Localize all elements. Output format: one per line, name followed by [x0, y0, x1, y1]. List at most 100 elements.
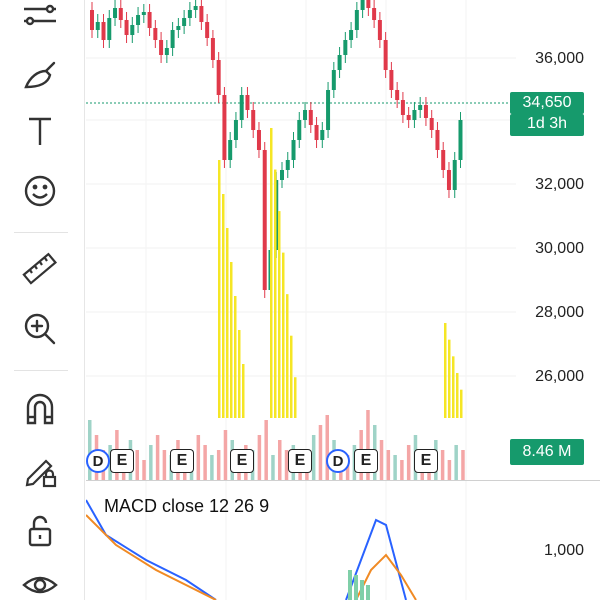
brush-icon[interactable]: [14, 52, 66, 98]
candle-body: [395, 90, 400, 100]
toolbar-separator: [14, 232, 68, 233]
candle-body: [159, 40, 164, 55]
volume-bar: [311, 435, 316, 480]
candle-body: [210, 38, 215, 60]
ruler-icon[interactable]: [14, 246, 66, 292]
trendline-tool-icon[interactable]: [14, 0, 66, 42]
volume-bar: [325, 415, 329, 480]
volume-bar: [454, 445, 458, 480]
candle-body: [297, 120, 302, 140]
candle-body: [193, 6, 198, 10]
candle-body: [187, 10, 192, 18]
candle-body: [199, 6, 204, 22]
toolbar-separator: [14, 370, 68, 371]
volume-tag: 8.46 M: [510, 439, 584, 465]
candle-body: [216, 60, 221, 95]
candle-body: [360, 0, 365, 10]
candle-body: [95, 22, 100, 30]
candle-body: [429, 118, 434, 130]
earnings-marker[interactable]: E: [110, 449, 134, 473]
earnings-marker[interactable]: E: [230, 449, 254, 473]
volume-spike-bar: [222, 194, 225, 418]
macd-indicator-title[interactable]: MACD close 12 26 9: [104, 496, 270, 516]
volume-spike-bar: [274, 169, 277, 418]
volume-bar: [284, 450, 289, 480]
candle-body: [233, 120, 238, 140]
volume-spike-bar: [294, 377, 297, 418]
candle-body: [153, 28, 158, 40]
macd-histogram-bar: [348, 570, 352, 600]
candle-body: [308, 110, 313, 125]
emoji-icon[interactable]: [14, 168, 66, 214]
volume-bar: [318, 425, 323, 480]
signal-line: [86, 514, 417, 600]
text-tool-icon[interactable]: [14, 108, 66, 154]
volume-bar: [196, 435, 201, 480]
candle-body: [176, 26, 181, 30]
candle-body: [389, 70, 394, 90]
volume-bar: [216, 450, 221, 480]
volume-spike-bar: [456, 373, 459, 418]
candle-body: [354, 10, 359, 30]
candle-body: [101, 22, 106, 40]
candle-body: [377, 20, 382, 40]
bar-countdown-tag: 1d 3h: [510, 114, 584, 136]
candle-body: [423, 105, 428, 118]
volume-bar: [393, 455, 397, 480]
volume-bar: [162, 450, 167, 480]
earnings-marker[interactable]: E: [414, 449, 438, 473]
earnings-marker[interactable]: E: [354, 449, 378, 473]
macd-histogram-bar: [354, 575, 358, 600]
candle-body: [383, 40, 388, 70]
candle-body: [141, 12, 146, 15]
magnet-icon[interactable]: [14, 386, 66, 432]
price-axis-label: 26,000: [535, 368, 584, 385]
macd-line: [86, 499, 407, 600]
volume-bar: [135, 450, 139, 480]
volume-spike-bar: [230, 262, 233, 418]
volume-bar: [366, 410, 370, 480]
volume-spike-bar: [444, 323, 447, 418]
macd-axis-label: 1,000: [543, 542, 584, 559]
volume-spike-bar: [270, 128, 273, 418]
volume-spike-bar: [452, 356, 455, 418]
earnings-marker[interactable]: E: [170, 449, 194, 473]
price-axis-label: 30,000: [535, 240, 584, 257]
candle-body: [458, 120, 463, 160]
volume-bar: [406, 445, 411, 480]
candle-body: [113, 8, 118, 18]
volume-bar: [210, 455, 214, 480]
volume-bar: [203, 445, 207, 480]
volume-bar: [149, 445, 153, 480]
price-axis-label: 36,000: [535, 50, 584, 67]
candle-body: [418, 105, 423, 110]
zoom-in-icon[interactable]: [14, 306, 66, 352]
volume-bar: [461, 450, 465, 480]
volume-spike-bar: [242, 364, 245, 418]
volume-spike-bar: [238, 330, 241, 418]
candle-body: [262, 150, 267, 290]
volume-bar: [271, 455, 275, 480]
candle-body: [435, 130, 440, 150]
macd-histogram-bar: [366, 585, 370, 600]
dividend-marker[interactable]: D: [326, 449, 350, 473]
lock-drawings-icon[interactable]: [14, 446, 66, 492]
candle-body: [349, 30, 354, 40]
candle-body: [303, 110, 308, 120]
candle-body: [441, 150, 446, 170]
candle-body: [314, 125, 319, 140]
price-axis-label: 28,000: [535, 304, 584, 321]
candle-body: [331, 70, 336, 90]
dividend-marker[interactable]: D: [86, 449, 110, 473]
earnings-marker[interactable]: E: [288, 449, 312, 473]
candle-body: [118, 8, 123, 20]
candle-body: [412, 110, 417, 120]
volume-spike-bar: [226, 228, 229, 418]
volume-bar: [386, 450, 391, 480]
visibility-icon[interactable]: [14, 562, 66, 608]
unlock-icon[interactable]: [14, 508, 66, 554]
price-chart[interactable]: 36,000 32,000 30,000 28,000 26,000 1,000…: [86, 0, 600, 600]
candle-body: [182, 18, 187, 26]
candle-body: [446, 170, 451, 190]
volume-bar: [264, 420, 268, 480]
